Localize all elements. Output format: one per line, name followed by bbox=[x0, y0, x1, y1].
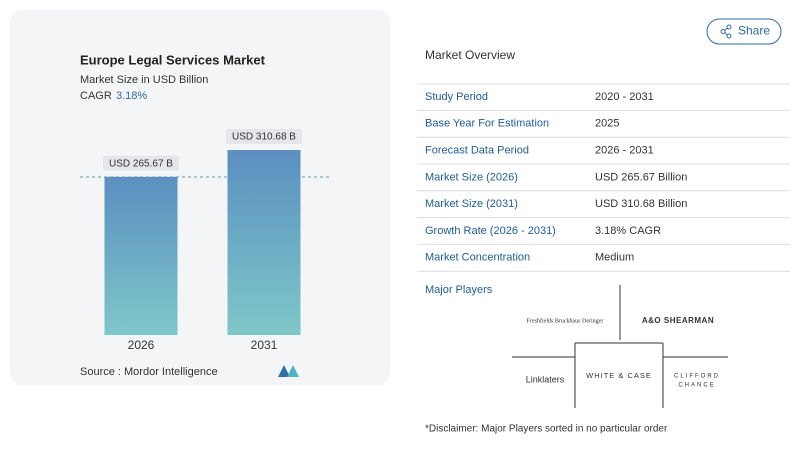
share-button[interactable] bbox=[706, 18, 782, 45]
player-logo: Linklaters bbox=[526, 374, 565, 384]
row-value: 3.18% CAGR bbox=[595, 225, 661, 237]
source: Source : Mordor Intelligence bbox=[80, 366, 218, 378]
row-label: Market Size (2026) bbox=[425, 171, 518, 183]
chart: USD 265.67 B 2026 USD 310.68 B 2031 bbox=[103, 129, 302, 352]
row-value: 2026 - 2031 bbox=[595, 145, 654, 157]
value-label-box bbox=[226, 129, 302, 144]
brand-icon bbox=[278, 365, 299, 377]
chart-subtitle: Market Size in USD Billion bbox=[80, 74, 208, 86]
row-label: Study Period bbox=[425, 91, 488, 103]
row-label: Forecast Data Period bbox=[425, 145, 529, 157]
value-label: USD 265.67 B bbox=[109, 158, 173, 169]
disclaimer: *Disclaimer: Major Players sorted in no … bbox=[425, 424, 668, 435]
player-logo: CLIFFORD bbox=[674, 374, 720, 380]
row-value: 2020 - 2031 bbox=[595, 91, 654, 103]
row-label: Base Year For Estimation bbox=[425, 118, 549, 130]
value-label: USD 310.68 B bbox=[232, 132, 296, 143]
share-icon bbox=[720, 24, 732, 39]
bar bbox=[227, 150, 301, 335]
cagr-label: CAGR bbox=[80, 90, 112, 102]
chart-title: Europe Legal Services Market bbox=[80, 52, 266, 67]
value-label-box bbox=[103, 155, 179, 171]
cagr-value: 3.18% bbox=[116, 90, 147, 102]
bar bbox=[104, 176, 178, 335]
x-tick-label: 2026 bbox=[128, 338, 155, 352]
row-label: Market Size (2031) bbox=[425, 198, 518, 210]
row-value: Medium bbox=[595, 252, 634, 264]
player-logo: WHITE & CASE bbox=[586, 371, 652, 380]
overview-title: Market Overview bbox=[425, 48, 515, 62]
player-logo: Freshfields Bruckhaus Deringer bbox=[527, 317, 604, 324]
row-label: Growth Rate (2026 - 2031) bbox=[425, 225, 556, 237]
row-label: Market Concentration bbox=[425, 252, 530, 264]
x-tick-label: 2031 bbox=[251, 338, 278, 352]
players-title: Major Players bbox=[425, 284, 493, 296]
player-logo: A&O SHEARMAN bbox=[642, 316, 714, 325]
row-value: USD 310.68 Billion bbox=[595, 198, 687, 210]
row-value: USD 265.67 Billion bbox=[595, 171, 687, 183]
share-label[interactable]: Share bbox=[738, 24, 770, 38]
overview-table: Study Period 2020 - 2031 Base Year For Est… bbox=[417, 83, 790, 272]
player-logo: CHANCE bbox=[678, 383, 715, 389]
row-value: 2025 bbox=[595, 118, 619, 130]
